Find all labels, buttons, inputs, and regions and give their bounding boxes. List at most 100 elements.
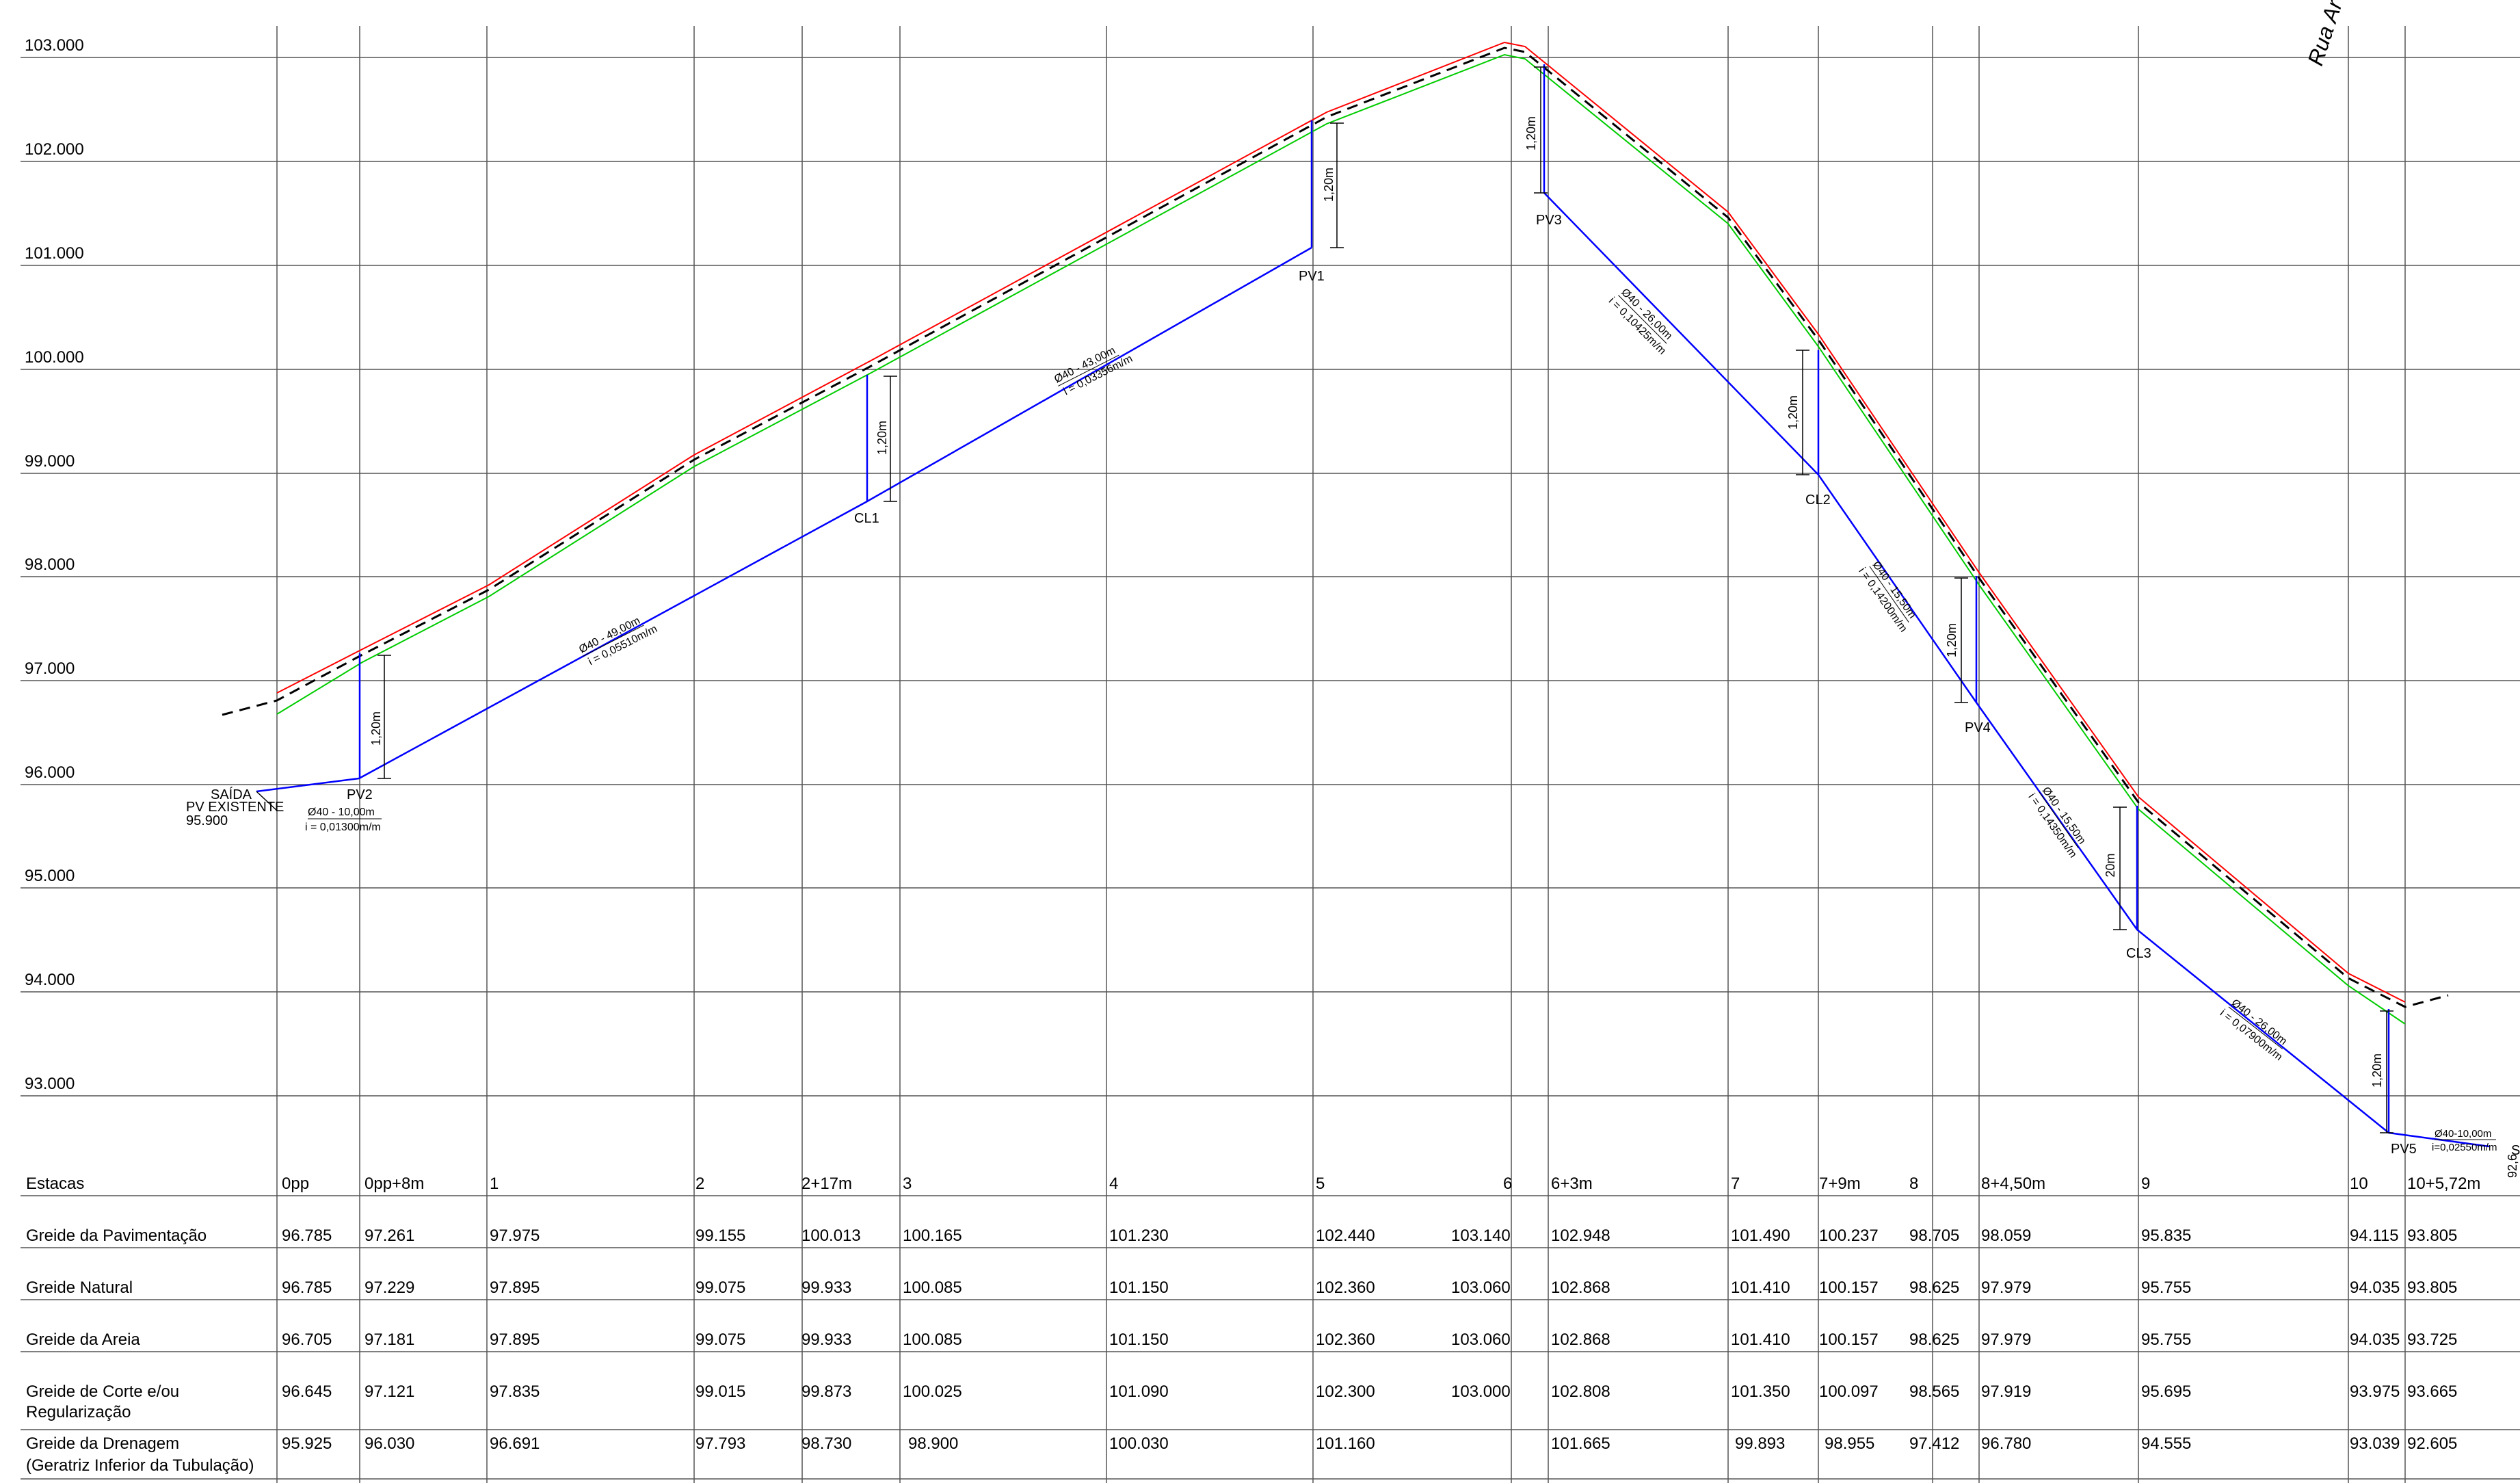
depth-label-cl3: 20m	[2104, 853, 2117, 877]
depth-label-pv3: 1,20m	[1524, 116, 1538, 150]
depth-label-pv5: 1,20m	[2370, 1053, 2384, 1088]
table-cell: 101.160	[1316, 1434, 1375, 1453]
table-cell: 102.868	[1551, 1330, 1610, 1349]
elevation-label: 93.000	[25, 1075, 75, 1093]
table-cell: 98.705	[1909, 1226, 1959, 1245]
row-header-pavimentacao: Greide da Pavimentação	[26, 1226, 207, 1245]
natural-grade-line	[222, 47, 2449, 1008]
svg-text:i = 0,01300m/m: i = 0,01300m/m	[305, 822, 381, 833]
table-cell: 95.755	[2141, 1278, 2191, 1297]
table-cell: 97.261	[364, 1226, 414, 1245]
elevation-label: 96.000	[25, 763, 75, 782]
table-cell: 93.665	[2407, 1382, 2457, 1401]
elevation-label: 100.000	[25, 348, 84, 367]
table-cell: 93.039	[2350, 1434, 2400, 1453]
table-cell: 98.625	[1909, 1330, 1959, 1349]
table-cell: 99.933	[801, 1330, 851, 1349]
node-pv1: PV1	[1299, 269, 1325, 284]
elevation-label: 102.000	[25, 140, 84, 159]
node-labels: PV2 CL1 PV1 PV3 CL2 PV4 CL3 PV5	[347, 213, 2417, 1157]
table-cell: 100.097	[1819, 1382, 1879, 1401]
table-cell: 103.060	[1451, 1330, 1511, 1349]
station-label: 2	[695, 1174, 704, 1193]
outlet-line2: PV EXISTENTE	[186, 800, 284, 815]
table-cell: 98.730	[801, 1434, 851, 1453]
table-cell: 96.780	[1981, 1434, 2031, 1453]
station-label: 4	[1109, 1174, 1118, 1193]
row-header-drenagem: Greide da Drenagem	[26, 1434, 179, 1453]
table-cell: 99.015	[695, 1382, 745, 1401]
table-cell: 97.229	[364, 1278, 414, 1297]
node-pv3: PV3	[1536, 213, 1562, 228]
elevation-label: 94.000	[25, 971, 75, 989]
table-cell: 101.410	[1731, 1278, 1790, 1297]
right-edge-mark-b: 92,6	[2506, 1154, 2519, 1178]
station-label: 9	[2141, 1174, 2150, 1193]
node-pv5: PV5	[2391, 1142, 2417, 1157]
pipe-annotation-5: Ø40 - 15,50m i = 0,14200m/m	[1856, 560, 1918, 635]
table-cell: 95.755	[2141, 1330, 2191, 1349]
table-cell: 97.979	[1981, 1330, 2031, 1349]
table-cell: 93.805	[2407, 1226, 2457, 1245]
table-cell: 102.948	[1551, 1226, 1610, 1245]
table-cell: 92.605	[2407, 1434, 2457, 1453]
table-cell: 97.895	[490, 1278, 540, 1297]
station-label: 7	[1731, 1174, 1740, 1193]
node-cl3: CL3	[2126, 946, 2151, 961]
table-cell: 98.900	[908, 1434, 958, 1453]
table-cell: 100.165	[903, 1226, 962, 1245]
elevation-label: 101.000	[25, 244, 84, 263]
station-label: 3	[903, 1174, 912, 1193]
table-cell: 97.835	[490, 1382, 540, 1401]
station-label: 8+4,50m	[1981, 1174, 2045, 1193]
table-cell: 97.975	[490, 1226, 540, 1245]
table-cell: 99.933	[801, 1278, 851, 1297]
table-cell: 100.025	[903, 1382, 962, 1401]
station-label: 2+17m	[801, 1174, 852, 1193]
table-cell: 99.075	[695, 1278, 745, 1297]
node-pv2: PV2	[347, 787, 373, 802]
station-label: 0pp	[282, 1174, 309, 1193]
outlet-note: SAÍDA PV EXISTENTE 95.900	[186, 787, 284, 828]
table-cell: 102.868	[1551, 1278, 1610, 1297]
table-cell: 100.157	[1819, 1330, 1879, 1349]
station-label: 6+3m	[1551, 1174, 1593, 1193]
table-cell: 99.155	[695, 1226, 745, 1245]
elevation-label: 98.000	[25, 555, 75, 574]
table-cell: 94.555	[2141, 1434, 2191, 1453]
drainage-pipe-line	[256, 246, 1312, 793]
pavement-grade-line	[276, 41, 2406, 1003]
depth-label-cl1: 1,20m	[875, 421, 889, 455]
elevation-label: 99.000	[25, 452, 75, 471]
table-cell: 100.085	[903, 1330, 962, 1349]
drainage-pipe-line-downhill	[1543, 192, 2490, 1148]
table-cell: 103.000	[1451, 1382, 1511, 1401]
station-label: 1	[490, 1174, 499, 1193]
table-cell: 101.150	[1109, 1278, 1169, 1297]
table-cell: 95.925	[282, 1434, 332, 1453]
node-cl2: CL2	[1805, 493, 1831, 508]
table-cell: 103.140	[1451, 1226, 1511, 1245]
table-cell: 101.665	[1551, 1434, 1610, 1453]
elevation-axis: 103.000 102.000 101.000 100.000 99.000 98.000…	[25, 36, 84, 1093]
table-cell: 95.695	[2141, 1382, 2191, 1401]
table-cell: 100.085	[903, 1278, 962, 1297]
station-label: 8	[1909, 1174, 1918, 1193]
pipe-annotation-6: Ø40 - 15,50m i = 0,14350m/m	[2026, 785, 2087, 861]
table-cell: 96.785	[282, 1226, 332, 1245]
table-cell: 98.955	[1825, 1434, 1874, 1453]
elevation-label: 95.000	[25, 867, 75, 885]
table-cell: 100.237	[1819, 1226, 1879, 1245]
depth-dimensions	[256, 66, 2393, 1133]
table-cell: 102.808	[1551, 1382, 1610, 1401]
pipe-annotation-2: Ø40 - 49,00m i = 0,05510m/m	[577, 615, 659, 668]
row-header-areia: Greide da Areia	[26, 1330, 140, 1349]
table-cell: 96.705	[282, 1330, 332, 1349]
table-cell: 101.150	[1109, 1330, 1169, 1349]
depth-label-pv4: 1,20m	[1945, 623, 1959, 657]
table-cell: 102.440	[1316, 1226, 1375, 1245]
svg-text:Ø40-10,00m: Ø40-10,00m	[2435, 1128, 2491, 1140]
table-cell: 102.360	[1316, 1278, 1375, 1297]
row-header-corte: Greide de Corte e/ou	[26, 1382, 179, 1401]
